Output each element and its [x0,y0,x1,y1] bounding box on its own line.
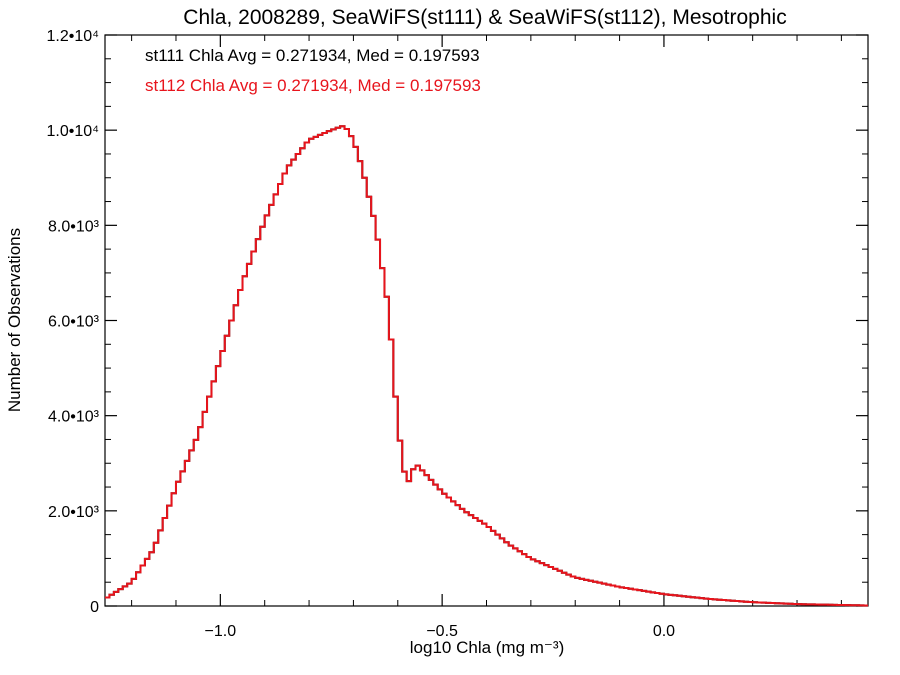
stat-st111: st111 Chla Avg = 0.271934, Med = 0.19759… [145,46,480,65]
y-tick-label: 4.0•10³ [48,409,100,426]
chart-title: Chla, 2008289, SeaWiFS(st111) & SeaWiFS(… [183,6,786,29]
y-tick-label: 8.0•10³ [48,218,100,235]
series-layer [105,125,868,607]
y-axis-label: Number of Observations [5,228,24,412]
x-axis-ticks: −1.0 −0.5 0.0 [131,35,842,640]
x-axis-label: log10 Chla (mg m⁻³) [410,638,564,657]
plot-frame [104,34,869,607]
y-tick-label: 2.0•10³ [48,504,100,521]
series-st112-line [105,125,868,607]
y-tick-label: 1.2•10⁴ [46,28,99,45]
y-tick-label: 0 [90,599,99,616]
stat-st112: st112 Chla Avg = 0.271934, Med = 0.19759… [145,76,481,95]
x-tick-label: −0.5 [426,623,458,640]
y-axis-ticks: 0 2.0•10³ 4.0•10³ 6.0•10³ 8.0•10³ 1.0•10⁴ 1.2•… [46,28,868,616]
y-tick-label: 6.0•10³ [48,314,100,331]
x-tick-label: 0.0 [653,623,675,640]
y-tick-label: 1.0•10⁴ [46,123,99,140]
x-tick-label: −1.0 [205,623,237,640]
